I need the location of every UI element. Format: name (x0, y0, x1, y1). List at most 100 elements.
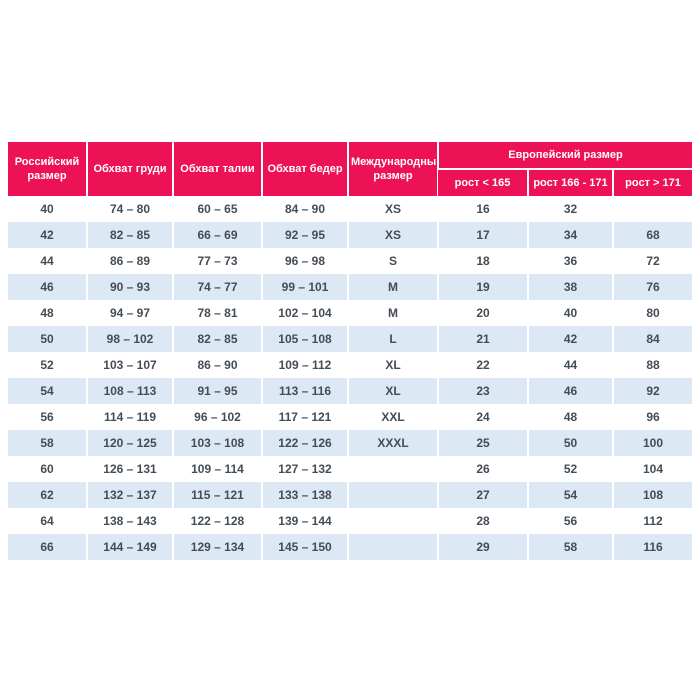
table-cell: S (347, 248, 438, 274)
table-cell: 52 (527, 456, 613, 482)
table-row: 42 82 – 85 66 – 69 92 – 95 XS 17 34 68 (8, 222, 693, 248)
table-cell: 92 (611, 378, 693, 404)
table-cell: 96 – 98 (261, 248, 348, 274)
table-cell: 109 – 112 (261, 352, 348, 378)
table-cell: 82 – 85 (172, 326, 262, 352)
table-cell: 115 – 121 (172, 482, 262, 508)
table-cell (611, 196, 693, 222)
table-cell: 44 (527, 352, 613, 378)
table-row: 66 144 – 149 129 – 134 145 – 150 29 58 116 (8, 534, 693, 560)
table-cell: 50 (8, 326, 87, 352)
table-cell: 56 (8, 404, 87, 430)
table-cell: 126 – 131 (86, 456, 173, 482)
table-cell: 77 – 73 (172, 248, 262, 274)
table-cell: 58 (8, 430, 87, 456)
size-table-body: 40 74 – 80 60 – 65 84 – 90 XS 16 32 42 82 – 85 66… (8, 196, 693, 560)
table-row: 52 103 – 107 86 – 90 109 – 112 XL 22 44 88 (8, 352, 693, 378)
table-cell: 52 (8, 352, 87, 378)
table-cell: XL (347, 378, 438, 404)
table-cell: 84 (611, 326, 693, 352)
table-cell: 68 (611, 222, 693, 248)
table-cell: 60 – 65 (172, 196, 262, 222)
table-row: 62 132 – 137 115 – 121 133 – 138 27 54 108 (8, 482, 693, 508)
table-cell: 29 (437, 534, 528, 560)
column-group-european-size: Европейский размер (436, 142, 693, 170)
table-cell: 20 (437, 300, 528, 326)
table-row: 44 86 – 89 77 – 73 96 – 98 S 18 36 72 (8, 248, 693, 274)
table-cell: L (347, 326, 438, 352)
table-cell: 103 – 107 (86, 352, 173, 378)
table-cell: 139 – 144 (261, 508, 348, 534)
table-cell: 120 – 125 (86, 430, 173, 456)
size-chart: Российский размер Обхват груди Обхват та… (8, 142, 693, 560)
table-cell: 76 (611, 274, 693, 300)
table-cell: 40 (527, 300, 613, 326)
subcolumn-header-height-166-171: рост 166 - 171 (527, 169, 613, 196)
table-cell: 90 – 93 (86, 274, 173, 300)
table-cell: 48 (8, 300, 87, 326)
table-cell: 28 (437, 508, 528, 534)
table-cell: XXXL (347, 430, 438, 456)
table-cell (347, 456, 438, 482)
table-cell: 32 (527, 196, 613, 222)
table-cell: 22 (437, 352, 528, 378)
header-row-main: Российский размер Обхват груди Обхват та… (8, 142, 693, 196)
table-cell: 112 (611, 508, 693, 534)
table-cell: 122 – 126 (261, 430, 348, 456)
table-row: 56 114 – 119 96 – 102 117 – 121 XXL 24 48 96 (8, 404, 693, 430)
table-cell: 109 – 114 (172, 456, 262, 482)
table-cell: 127 – 132 (261, 456, 348, 482)
column-header-chest: Обхват груди (86, 142, 173, 196)
table-row: 54 108 – 113 91 – 95 113 – 116 XL 23 46 92 (8, 378, 693, 404)
table-cell: 116 (611, 534, 693, 560)
table-cell: 50 (527, 430, 613, 456)
table-cell: 74 – 77 (172, 274, 262, 300)
subcolumn-header-height-under-165: рост < 165 (438, 169, 528, 196)
table-cell: 74 – 80 (86, 196, 173, 222)
size-table: Российский размер Обхват груди Обхват та… (8, 142, 693, 560)
table-cell: 82 – 85 (86, 222, 173, 248)
table-cell: 17 (437, 222, 528, 248)
table-cell: XXL (347, 404, 438, 430)
table-cell: 84 – 90 (261, 196, 348, 222)
table-cell: 86 – 90 (172, 352, 262, 378)
table-cell: 25 (437, 430, 528, 456)
table-cell: 34 (527, 222, 613, 248)
table-cell: 48 (527, 404, 613, 430)
table-cell: 80 (611, 300, 693, 326)
table-cell: 46 (8, 274, 87, 300)
table-row: 48 94 – 97 78 – 81 102 – 104 M 20 40 80 (8, 300, 693, 326)
table-cell: 133 – 138 (261, 482, 348, 508)
table-row: 64 138 – 143 122 – 128 139 – 144 28 56 112 (8, 508, 693, 534)
table-row: 40 74 – 80 60 – 65 84 – 90 XS 16 32 (8, 196, 693, 222)
table-cell: 99 – 101 (261, 274, 348, 300)
table-cell: 19 (437, 274, 528, 300)
table-cell: 38 (527, 274, 613, 300)
column-header-international-size: Международный размер (347, 142, 438, 196)
table-cell: 78 – 81 (172, 300, 262, 326)
table-cell: 94 – 97 (86, 300, 173, 326)
table-cell: XL (347, 352, 438, 378)
table-cell (347, 534, 438, 560)
table-cell: 40 (8, 196, 87, 222)
table-cell: 129 – 134 (172, 534, 262, 560)
table-cell: 105 – 108 (261, 326, 348, 352)
table-cell: 26 (437, 456, 528, 482)
table-row: 58 120 – 125 103 – 108 122 – 126 XXXL 25 50 100 (8, 430, 693, 456)
table-cell: 42 (8, 222, 87, 248)
table-cell: 91 – 95 (172, 378, 262, 404)
table-cell: 58 (527, 534, 613, 560)
table-cell: 60 (8, 456, 87, 482)
table-cell: 108 – 113 (86, 378, 173, 404)
table-cell (347, 508, 438, 534)
subcolumn-header-height-over-171: рост > 171 (611, 169, 693, 196)
table-cell: M (347, 274, 438, 300)
table-header: Российский размер Обхват груди Обхват та… (8, 142, 693, 196)
table-cell: 66 (8, 534, 87, 560)
column-header-waist: Обхват талии (172, 142, 262, 196)
table-cell: 132 – 137 (86, 482, 173, 508)
table-cell: 100 (611, 430, 693, 456)
column-header-russian-size: Российский размер (8, 142, 87, 196)
table-cell: 62 (8, 482, 87, 508)
column-header-hips: Обхват бедер (261, 142, 348, 196)
